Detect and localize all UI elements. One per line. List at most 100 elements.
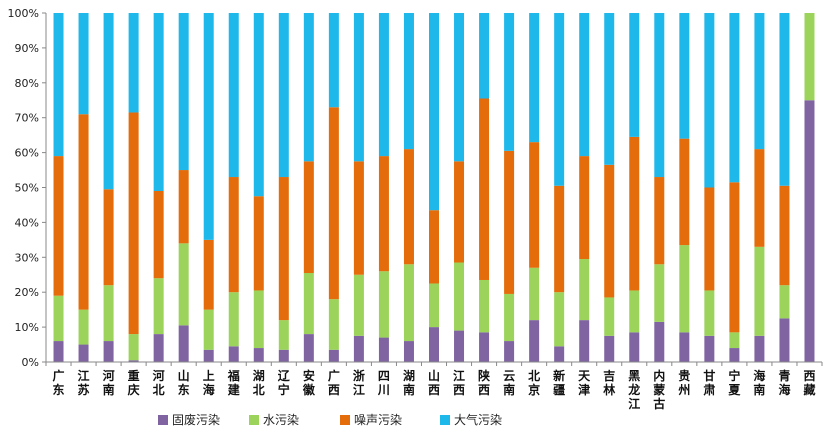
bar-segment bbox=[303, 334, 314, 362]
bar-segment bbox=[203, 239, 214, 310]
bar-segment bbox=[278, 177, 289, 321]
bar-segment bbox=[604, 164, 615, 298]
bar-segment bbox=[378, 156, 389, 272]
x-category-label: 黑龙江 bbox=[628, 369, 640, 411]
legend-label: 水污染 bbox=[263, 412, 299, 427]
bar-segment bbox=[504, 341, 515, 362]
bar-segment bbox=[403, 264, 414, 342]
y-tick-label: 10% bbox=[15, 321, 39, 334]
x-category-label: 广西 bbox=[328, 368, 340, 397]
x-category-label: 江苏 bbox=[78, 368, 90, 397]
bar-segment bbox=[303, 161, 314, 274]
bar-segment bbox=[779, 285, 790, 319]
bar-segment bbox=[278, 349, 289, 362]
bar-segment bbox=[504, 293, 515, 342]
legend-swatch bbox=[158, 415, 168, 425]
bar-segment bbox=[303, 273, 314, 335]
legend-swatch bbox=[440, 415, 450, 425]
bar-segment bbox=[654, 264, 665, 322]
y-tick-label: 80% bbox=[15, 77, 39, 90]
bar-segment bbox=[454, 330, 465, 362]
x-category-label: 吉林 bbox=[603, 368, 615, 397]
bar-segment bbox=[128, 13, 139, 113]
x-category-label: 河北 bbox=[152, 368, 165, 397]
bar-segment bbox=[203, 349, 214, 362]
bar-segment bbox=[253, 290, 264, 349]
bar-segment bbox=[754, 13, 765, 150]
bar-segment bbox=[479, 332, 490, 362]
bar-segment bbox=[529, 142, 540, 268]
bar-segment bbox=[554, 292, 565, 347]
y-tick-label: 40% bbox=[15, 216, 39, 229]
bar-segment bbox=[353, 274, 364, 336]
x-category-label: 云南 bbox=[503, 369, 515, 397]
bar-segment bbox=[153, 13, 164, 191]
bar-segment bbox=[804, 13, 815, 101]
bar-segment bbox=[253, 348, 264, 362]
x-category-label: 海南 bbox=[753, 368, 765, 397]
legend-swatch bbox=[340, 415, 350, 425]
bar-segment bbox=[153, 334, 164, 362]
x-category-label: 天津 bbox=[578, 369, 591, 397]
bar-segment bbox=[704, 290, 715, 336]
x-category-label: 宁夏 bbox=[728, 368, 741, 397]
x-category-label: 江西 bbox=[453, 368, 465, 397]
bar-segment bbox=[328, 13, 339, 108]
bar-segment bbox=[228, 292, 239, 347]
x-category-label: 甘肃 bbox=[703, 368, 715, 397]
bar-segment bbox=[679, 13, 690, 139]
x-category-label: 山西 bbox=[428, 368, 440, 397]
bar-segment bbox=[228, 13, 239, 178]
bar-segment bbox=[629, 290, 640, 333]
bar-segment bbox=[429, 210, 439, 284]
bar-segment bbox=[529, 320, 540, 362]
bar-segment bbox=[53, 295, 64, 342]
x-category-label: 陕西 bbox=[478, 368, 490, 397]
bar-segment bbox=[704, 187, 715, 291]
y-tick-label: 20% bbox=[15, 286, 39, 299]
bar-segment bbox=[654, 177, 665, 265]
bar-segment bbox=[328, 299, 339, 350]
bar-segment bbox=[103, 189, 114, 286]
bar-segment bbox=[103, 341, 114, 362]
bar-segment bbox=[203, 13, 214, 240]
bar-segment bbox=[103, 285, 114, 342]
bar-segment bbox=[128, 360, 139, 362]
bar-segment bbox=[679, 332, 690, 362]
bar-segment bbox=[579, 259, 590, 321]
bar-segment bbox=[454, 161, 465, 263]
bar-segment bbox=[403, 341, 414, 362]
bar-segment bbox=[403, 13, 414, 150]
y-axis: 0% 10% 20% 30% 40% 50% 60% 70% 80% 90% 100% bbox=[8, 7, 47, 369]
bar-segment bbox=[454, 262, 465, 331]
bar-segment bbox=[479, 98, 490, 280]
bar-segment bbox=[704, 335, 715, 362]
bar-segment bbox=[554, 13, 565, 186]
bar-segment bbox=[353, 13, 364, 162]
bar-segment bbox=[153, 278, 164, 335]
y-tick-label: 50% bbox=[15, 182, 39, 195]
bar-segment bbox=[554, 346, 565, 362]
bar-segment bbox=[754, 246, 765, 336]
bar-segment bbox=[554, 185, 565, 293]
legend-label: 固废污染 bbox=[172, 412, 220, 427]
bar-segment bbox=[178, 325, 189, 362]
bar-segment bbox=[429, 13, 439, 211]
y-tick-label: 70% bbox=[15, 112, 39, 125]
bar-segment bbox=[303, 13, 314, 162]
bar-segment bbox=[153, 190, 164, 279]
x-category-label: 辽宁 bbox=[278, 369, 291, 397]
bar-segment bbox=[278, 320, 289, 350]
bar-segment bbox=[178, 13, 189, 171]
bar-segment bbox=[529, 267, 540, 321]
x-category-label: 安徽 bbox=[302, 368, 316, 397]
bar-segment bbox=[604, 335, 615, 362]
bar-segment bbox=[403, 149, 414, 265]
bar-segment bbox=[579, 320, 590, 362]
bar-segment bbox=[729, 13, 740, 183]
bar-segment bbox=[53, 156, 64, 296]
legend-label: 大气污染 bbox=[454, 412, 502, 427]
bar-segment bbox=[53, 341, 64, 362]
bar-segment bbox=[78, 309, 89, 345]
x-category-label: 上海 bbox=[203, 368, 215, 397]
